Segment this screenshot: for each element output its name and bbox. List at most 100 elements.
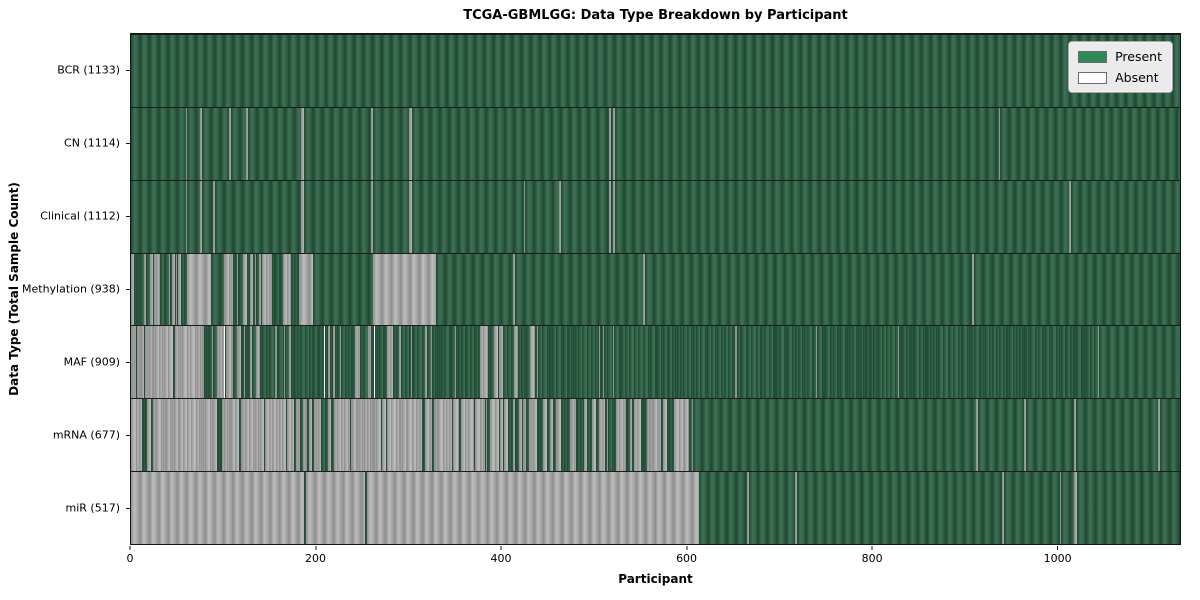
present-bars xyxy=(575,326,579,399)
present-bars xyxy=(601,326,604,399)
present-bars xyxy=(720,326,725,399)
present-bars xyxy=(686,326,688,399)
present-bars xyxy=(619,326,621,399)
present-bars xyxy=(1028,326,1030,399)
heatmap-row-methylation xyxy=(131,252,1180,326)
present-bars xyxy=(324,399,326,472)
present-bars xyxy=(293,253,297,326)
absent-bars xyxy=(368,326,369,399)
legend-label: Absent xyxy=(1115,70,1159,85)
absent-bars xyxy=(218,326,222,399)
present-bars xyxy=(284,326,290,399)
present-bars xyxy=(473,399,476,472)
present-bars xyxy=(143,326,145,399)
present-bars xyxy=(255,253,259,326)
present-bars xyxy=(232,326,237,399)
absent-bars xyxy=(416,399,419,472)
present-bars xyxy=(724,326,729,399)
absent-bars xyxy=(371,399,373,472)
absent-bars xyxy=(237,253,239,326)
y-tick-mark xyxy=(126,69,130,71)
present-bars xyxy=(627,399,631,472)
present-swatch xyxy=(1078,50,1108,63)
present-bars xyxy=(881,326,886,399)
absent-bars xyxy=(185,107,188,180)
present-bars xyxy=(441,326,444,399)
present-bars xyxy=(682,326,687,399)
present-bars xyxy=(555,326,561,399)
absent-bars xyxy=(618,399,623,472)
absent-bars xyxy=(241,399,243,472)
absent-bars xyxy=(221,399,224,472)
absent-bars xyxy=(242,399,245,472)
present-bars xyxy=(962,326,968,399)
absent-bars xyxy=(298,253,301,326)
present-bars xyxy=(606,326,612,399)
absent-bars xyxy=(276,399,280,472)
present-bars xyxy=(832,326,837,399)
present-bars xyxy=(1058,326,1061,399)
absent-bars xyxy=(160,399,164,472)
absent-bars xyxy=(186,399,188,472)
present-bars xyxy=(344,326,348,399)
present-bars xyxy=(450,326,452,399)
present-bars xyxy=(331,326,333,399)
present-bars xyxy=(663,326,668,399)
present-bars xyxy=(552,326,556,399)
absent-bars xyxy=(141,326,144,399)
present-bars xyxy=(503,326,507,399)
absent-bars xyxy=(255,253,256,326)
absent-bars xyxy=(253,399,256,472)
present-bars xyxy=(135,326,137,399)
absent-bars xyxy=(606,399,608,472)
absent-bars xyxy=(212,399,214,472)
y-tick-mark xyxy=(126,362,130,364)
absent-bars xyxy=(203,399,206,472)
absent-bars xyxy=(570,399,574,472)
present-bars xyxy=(236,253,238,326)
x-axis-title: Participant xyxy=(618,572,693,586)
present-bars xyxy=(1051,326,1056,399)
present-bars xyxy=(370,326,373,399)
present-bars xyxy=(1159,399,1180,472)
absent-bars xyxy=(368,326,371,399)
y-tick-label-mir: miR (517) xyxy=(65,501,121,515)
present-bars xyxy=(660,399,664,472)
present-bars xyxy=(1004,472,1060,544)
absent-bars xyxy=(194,326,197,399)
present-bars xyxy=(1066,326,1070,399)
absent-bars xyxy=(257,399,260,472)
present-bars xyxy=(282,326,284,399)
present-bars xyxy=(280,253,283,326)
present-bars xyxy=(1076,326,1081,399)
present-bars xyxy=(234,253,237,326)
present-bars xyxy=(1026,399,1075,472)
present-bars xyxy=(278,326,283,399)
present-bars xyxy=(144,399,147,472)
present-bars xyxy=(421,399,423,472)
absent-bars xyxy=(230,399,231,472)
present-bars xyxy=(540,399,543,472)
absent-bars xyxy=(998,107,1001,180)
present-bars xyxy=(863,326,866,399)
x-tick-label: 400 xyxy=(490,552,512,565)
y-tick-label-methylation: Methylation (938) xyxy=(22,282,120,296)
absent-bars xyxy=(153,326,156,399)
present-bars xyxy=(455,326,458,399)
present-bars xyxy=(675,326,678,399)
present-bars xyxy=(174,253,177,326)
present-bars xyxy=(611,399,615,472)
present-bars xyxy=(733,326,735,399)
present-bars xyxy=(239,399,242,472)
present-bars xyxy=(503,399,505,472)
present-bars xyxy=(548,326,551,399)
present-bars xyxy=(443,326,449,399)
absent-bars xyxy=(674,399,680,472)
present-bars xyxy=(431,326,435,399)
absent-bars xyxy=(679,399,683,472)
absent-bars xyxy=(146,399,152,472)
present-bars xyxy=(776,326,780,399)
present-bars xyxy=(586,326,588,399)
absent-bars xyxy=(438,399,443,472)
